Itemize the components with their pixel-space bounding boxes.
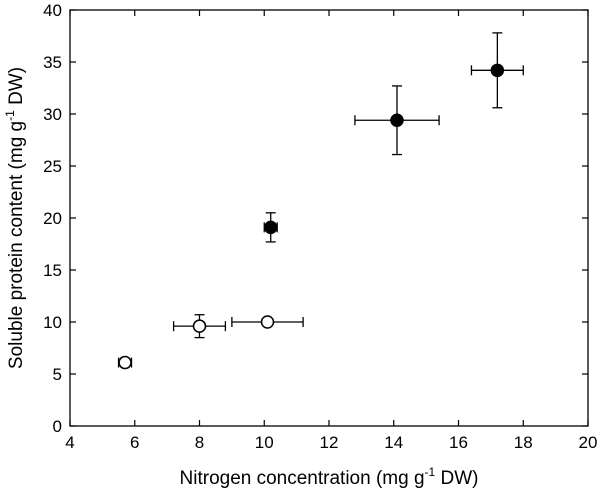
y-tick-label: 0 <box>53 417 62 436</box>
y-tick-label: 40 <box>43 1 62 20</box>
filled-data-point <box>354 85 440 156</box>
y-axis-title-tail: DW) <box>6 67 27 110</box>
x-tick-label: 4 <box>65 433 74 452</box>
open-data-point <box>231 315 304 329</box>
data-points <box>117 32 524 370</box>
open-circle-marker <box>192 319 207 333</box>
y-tick-label: 5 <box>53 365 62 384</box>
open-circle-marker <box>260 315 275 329</box>
x-tick-label: 16 <box>449 433 468 452</box>
y-tick-label: 15 <box>43 261 62 280</box>
y-tick-label: 35 <box>43 53 62 72</box>
filled-data-point <box>470 32 524 109</box>
filled-circle-marker <box>263 220 278 235</box>
y-tick-label: 30 <box>43 105 62 124</box>
axis-ticks: 4 6 8 10 12 14 16 18 20 0 5 10 15 20 25 30 35 40 <box>43 1 597 452</box>
filled-circle-marker <box>390 113 404 127</box>
y-tick-label: 20 <box>43 209 62 228</box>
plot-area-frame <box>69 9 589 427</box>
x-tick-label: 6 <box>130 433 139 452</box>
x-tick-label: 18 <box>514 433 533 452</box>
x-axis-title-main: Nitrogen concentration (mg g <box>180 468 425 489</box>
x-tick-label: 10 <box>255 433 274 452</box>
filled-data-point <box>263 212 278 243</box>
y-axis-title: Soluble protein content (mg g-1 DW) <box>3 67 27 369</box>
y-tick-label: 10 <box>43 313 62 332</box>
x-axis-title: Nitrogen concentration (mg g-1 DW) <box>180 465 479 489</box>
filled-circle-marker <box>490 63 505 78</box>
y-axis-title-main: Soluble protein content (mg g <box>6 121 27 369</box>
open-data-point <box>172 314 227 339</box>
x-tick-label: 12 <box>320 433 339 452</box>
y-tick-label: 25 <box>43 157 62 176</box>
y-axis-title-sup: -1 <box>3 110 17 121</box>
open-circle-marker <box>118 355 132 370</box>
x-axis-title-sup: -1 <box>425 465 436 479</box>
x-tick-label: 20 <box>579 433 598 452</box>
x-axis-title-tail: DW) <box>435 468 478 489</box>
x-tick-label: 14 <box>384 433 403 452</box>
x-tick-label: 8 <box>195 433 204 452</box>
open-data-point <box>117 355 133 370</box>
